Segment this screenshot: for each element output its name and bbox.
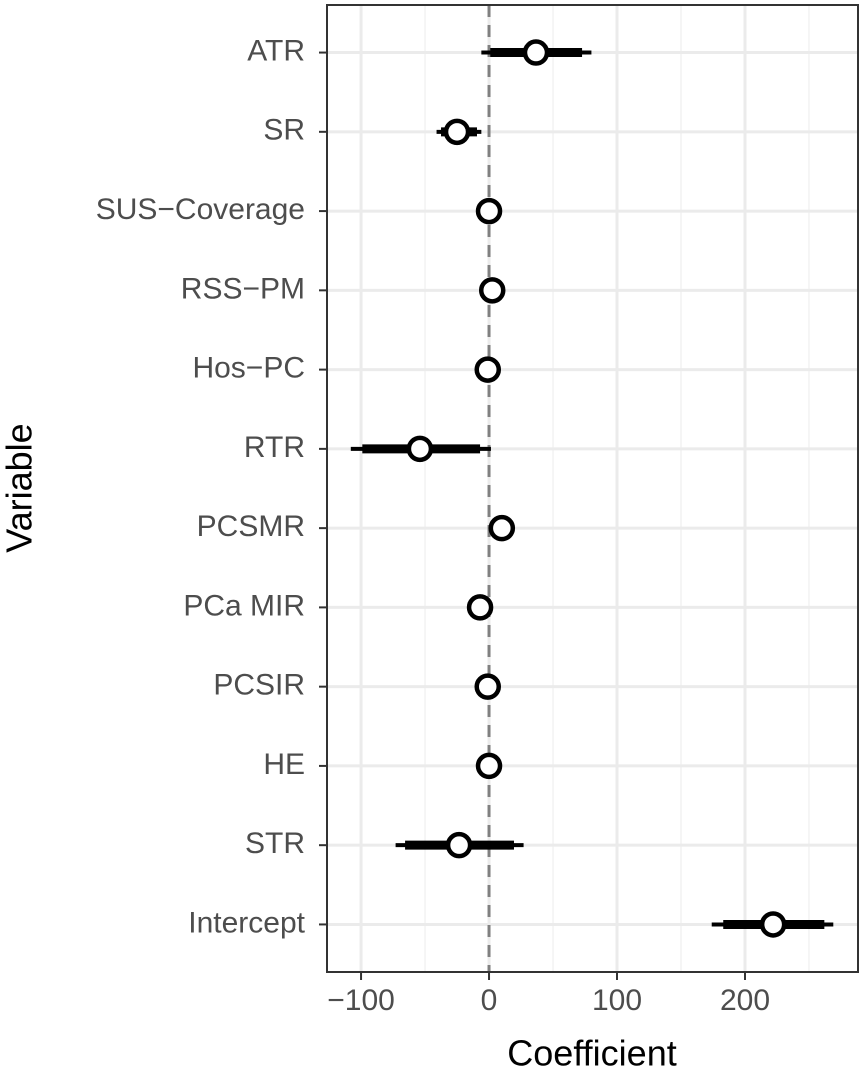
point [475,197,503,225]
point [474,673,501,700]
point [478,277,506,304]
x-tick-label: 0 [481,984,498,1017]
x-axis-title: Coefficient [507,1033,676,1074]
y-tick-label: Intercept [188,906,305,939]
point [443,118,471,146]
y-tick-label: RSS−PM [181,272,305,305]
y-tick-label: Hos−PC [192,352,305,385]
point [474,356,501,383]
point [522,39,550,66]
y-tick-label: STR [245,827,305,860]
point [475,752,503,780]
panel-border [326,4,859,973]
point [488,514,516,542]
x-tick-label: −100 [327,984,395,1017]
y-tick-label: PCSMR [197,510,305,543]
y-tick-label: RTR [244,431,305,464]
y-tick-label: HE [263,748,305,781]
y-tick-label: PCSIR [213,669,305,702]
y-tick-label: SUS−Coverage [96,193,305,226]
point [759,911,787,938]
point [406,435,434,463]
y-tick-label: ATR [247,34,305,67]
y-axis-title: Variable [0,423,40,552]
point [466,594,494,621]
y-tick-label: SR [263,114,305,147]
x-tick-label: 100 [592,984,642,1017]
y-tick-label: PCa MIR [183,589,305,622]
point [445,831,473,859]
x-tick-label: 200 [720,984,770,1017]
